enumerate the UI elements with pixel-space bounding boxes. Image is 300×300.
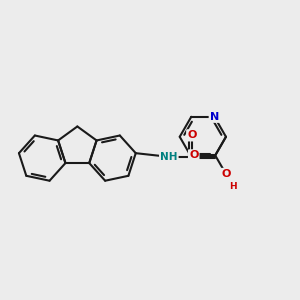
Text: NH: NH: [160, 152, 178, 162]
Text: O: O: [221, 169, 231, 179]
Text: N: N: [210, 112, 219, 122]
Text: H: H: [230, 182, 237, 191]
Text: O: O: [187, 130, 196, 140]
Text: O: O: [189, 150, 198, 161]
